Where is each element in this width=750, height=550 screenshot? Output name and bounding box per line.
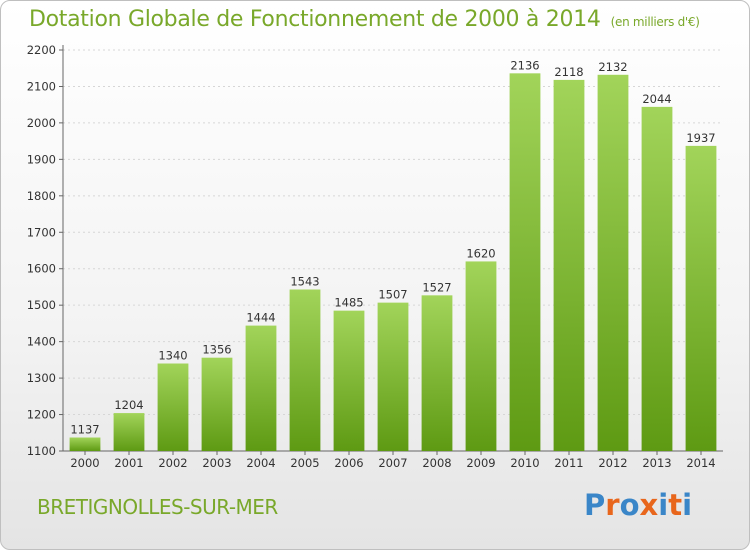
x-tick-label-2009: 2009 (466, 456, 495, 470)
data-label-2004: 1444 (246, 311, 275, 325)
x-tick-labels: 2000 2001 2002 2003 2004 2005 2006 2007 2008 2009… (70, 456, 715, 470)
x-tick-label-2006: 2006 (334, 456, 363, 470)
bar-2008 (421, 295, 453, 451)
bar-2014 (685, 145, 717, 451)
data-label-2012: 2132 (598, 60, 627, 74)
proxiti-logo: Proxiti (584, 488, 692, 522)
logo-letter-2: o (619, 488, 640, 522)
x-tick-label-2011: 2011 (554, 456, 583, 470)
y-tick-label-4: 1500 (27, 298, 56, 312)
bar-2004 (245, 325, 277, 451)
y-tick-label-5: 1600 (27, 262, 56, 276)
data-labels: 1137 1204 1340 1356 1444 1543 1485 1507 1527 1620… (70, 58, 715, 436)
bar-2007 (377, 302, 409, 451)
logo-letter-4: i (658, 488, 669, 522)
data-label-2001: 1204 (114, 398, 143, 412)
data-label-2002: 1340 (158, 349, 187, 363)
data-label-2011: 2118 (554, 65, 583, 79)
logo-letter-1: r (605, 488, 620, 522)
x-tick-label-2008: 2008 (422, 456, 451, 470)
bar-2012 (597, 74, 629, 451)
bars (69, 73, 717, 452)
chart-title: Dotation Globale de Fonctionnement de 20… (29, 7, 700, 32)
y-tick-labels: 1100 1200 1300 1400 1500 1600 1700 1800 1900 2000… (27, 43, 56, 458)
x-tick-label-2004: 2004 (246, 456, 275, 470)
bar-2003 (201, 357, 233, 451)
bar-2002 (157, 363, 189, 451)
y-tick-label-0: 1100 (27, 444, 56, 458)
bar-2013 (641, 106, 673, 452)
chart-subtitle: (en milliers d'€) (610, 15, 700, 29)
x-tick-label-2013: 2013 (642, 456, 671, 470)
bar-2005 (289, 289, 321, 451)
data-label-2009: 1620 (466, 246, 495, 260)
bar-2010 (509, 73, 541, 452)
bar-2009 (465, 261, 497, 451)
x-tick-label-2010: 2010 (510, 456, 539, 470)
chart-title-text: Dotation Globale de Fonctionnement de 20… (29, 7, 601, 32)
bar-2011 (553, 79, 585, 451)
y-tick-label-6: 1700 (27, 225, 56, 239)
bar-2006 (333, 310, 365, 451)
data-label-2003: 1356 (202, 343, 231, 357)
data-label-2006: 1485 (334, 296, 363, 310)
x-tick-label-2001: 2001 (114, 456, 143, 470)
y-tick-label-3: 1400 (27, 335, 56, 349)
bar-2001 (113, 413, 145, 451)
y-tick-label-9: 2000 (27, 116, 56, 130)
x-tick-label-2005: 2005 (290, 456, 319, 470)
x-tick-label-2000: 2000 (70, 456, 99, 470)
data-label-2000: 1137 (70, 423, 99, 437)
y-tick-label-8: 1900 (27, 152, 56, 166)
logo-letter-5: t (668, 488, 683, 522)
logo-letter-3: x (639, 488, 659, 522)
x-tick-label-2014: 2014 (686, 456, 715, 470)
commune-name: BRETIGNOLLES-SUR-MER (37, 495, 278, 519)
y-tick-label-11: 2200 (27, 43, 56, 57)
data-label-2008: 1527 (422, 280, 451, 294)
y-tick-label-7: 1800 (27, 189, 56, 203)
x-tick-label-2003: 2003 (202, 456, 231, 470)
x-tick-label-2002: 2002 (158, 456, 187, 470)
logo-letter-0: P (584, 488, 606, 522)
y-tick-label-2: 1300 (27, 371, 56, 385)
logo-letter-6: i (682, 488, 693, 522)
x-tick-label-2007: 2007 (378, 456, 407, 470)
y-tick-label-10: 2100 (27, 79, 56, 93)
data-label-2007: 1507 (378, 288, 407, 302)
x-tick-label-2012: 2012 (598, 456, 627, 470)
y-tick-label-1: 1200 (27, 408, 56, 422)
bar-2000 (69, 437, 101, 451)
data-label-2010: 2136 (510, 58, 539, 72)
data-label-2005: 1543 (290, 275, 319, 289)
data-label-2013: 2044 (642, 92, 671, 106)
data-label-2014: 1937 (686, 131, 715, 145)
